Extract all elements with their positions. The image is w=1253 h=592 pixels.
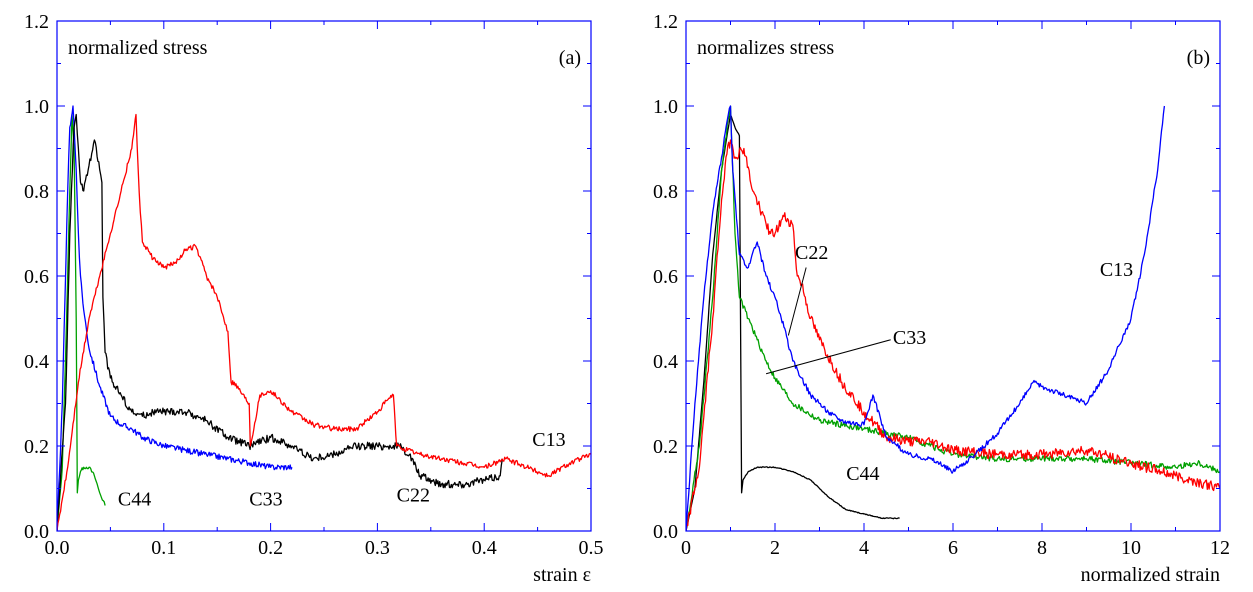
series-annotation-c44: C44	[118, 489, 151, 511]
x-tick-label: 0.0	[45, 537, 70, 559]
x-tick-label: 10	[1121, 537, 1141, 559]
y-tick-label: 1.2	[653, 11, 678, 33]
y-tick-label: 1.0	[653, 96, 678, 118]
x-tick-label: 2	[770, 537, 780, 559]
y-tick-label: 0.6	[653, 266, 678, 288]
series-annotation-c44: C44	[846, 463, 879, 485]
y-tick-label: 0.0	[24, 521, 49, 543]
x-tick-label: 0.5	[579, 537, 604, 559]
series-annotation-c33: C33	[249, 489, 282, 511]
x-tick-label: 0.3	[365, 537, 390, 559]
series-line-c33	[686, 105, 1220, 531]
annotation-leader-line	[787, 267, 807, 336]
series-annotation-c13: C13	[532, 429, 565, 451]
series-line-c22	[57, 113, 504, 531]
panel-label: (a)	[559, 47, 581, 69]
y-tick-label: 0.8	[24, 181, 49, 203]
series-group	[686, 105, 1220, 531]
series-line-c13	[686, 105, 1166, 531]
series-annotation-c22: C22	[397, 484, 430, 506]
series-line-c44	[57, 113, 106, 531]
y-tick-label: 0.6	[24, 266, 49, 288]
y-tick-label: 1.0	[24, 96, 49, 118]
series-line-c33	[57, 105, 293, 531]
panel-label: (b)	[1187, 47, 1210, 69]
x-tick-label: 12	[1210, 537, 1230, 559]
x-tick-label: 6	[948, 537, 958, 559]
x-tick-label: 4	[859, 537, 869, 559]
series-annotation-c22: C22	[795, 242, 828, 264]
series-annotation-c33: C33	[893, 327, 926, 349]
y-tick-label: 0.4	[653, 351, 678, 373]
series-annotation-c13: C13	[1100, 259, 1133, 281]
y-tick-label: 0.2	[24, 436, 49, 458]
x-axis-label: normalized strain	[1081, 564, 1220, 586]
stress-annotation: normalized stress	[68, 37, 208, 59]
y-tick-label: 0.0	[653, 521, 678, 543]
y-tick-label: 1.2	[24, 11, 49, 33]
x-tick-label: 0.4	[472, 537, 497, 559]
y-tick-label: 0.2	[653, 436, 678, 458]
y-tick-label: 0.4	[24, 351, 49, 373]
series-line-c22	[686, 139, 1220, 531]
x-tick-label: 0	[681, 537, 691, 559]
y-tick-label: 0.8	[653, 181, 678, 203]
annotation-leader-line	[765, 339, 891, 375]
plot-frame	[56, 20, 592, 532]
x-axis-label: strain ε	[533, 564, 591, 586]
chart-panel-a: 0.0 0.1 0.2 0.3 0.4 0.5 0.0 0.2 0.4 0.6 0.8 1.0 1.2 n…	[24, 11, 604, 586]
series-group	[57, 105, 591, 531]
x-tick-label: 0.1	[151, 537, 176, 559]
series-line-c13	[57, 113, 591, 531]
stress-annotation: normalizes stress	[697, 37, 834, 59]
x-tick-label: 0.2	[258, 537, 283, 559]
chart-panel-b: 0 2 4 6 8 10 12 0.0 0.2 0.4 0.6 0.8 1.0 1.2 normalizes…	[653, 11, 1230, 586]
x-tick-label: 8	[1037, 537, 1047, 559]
